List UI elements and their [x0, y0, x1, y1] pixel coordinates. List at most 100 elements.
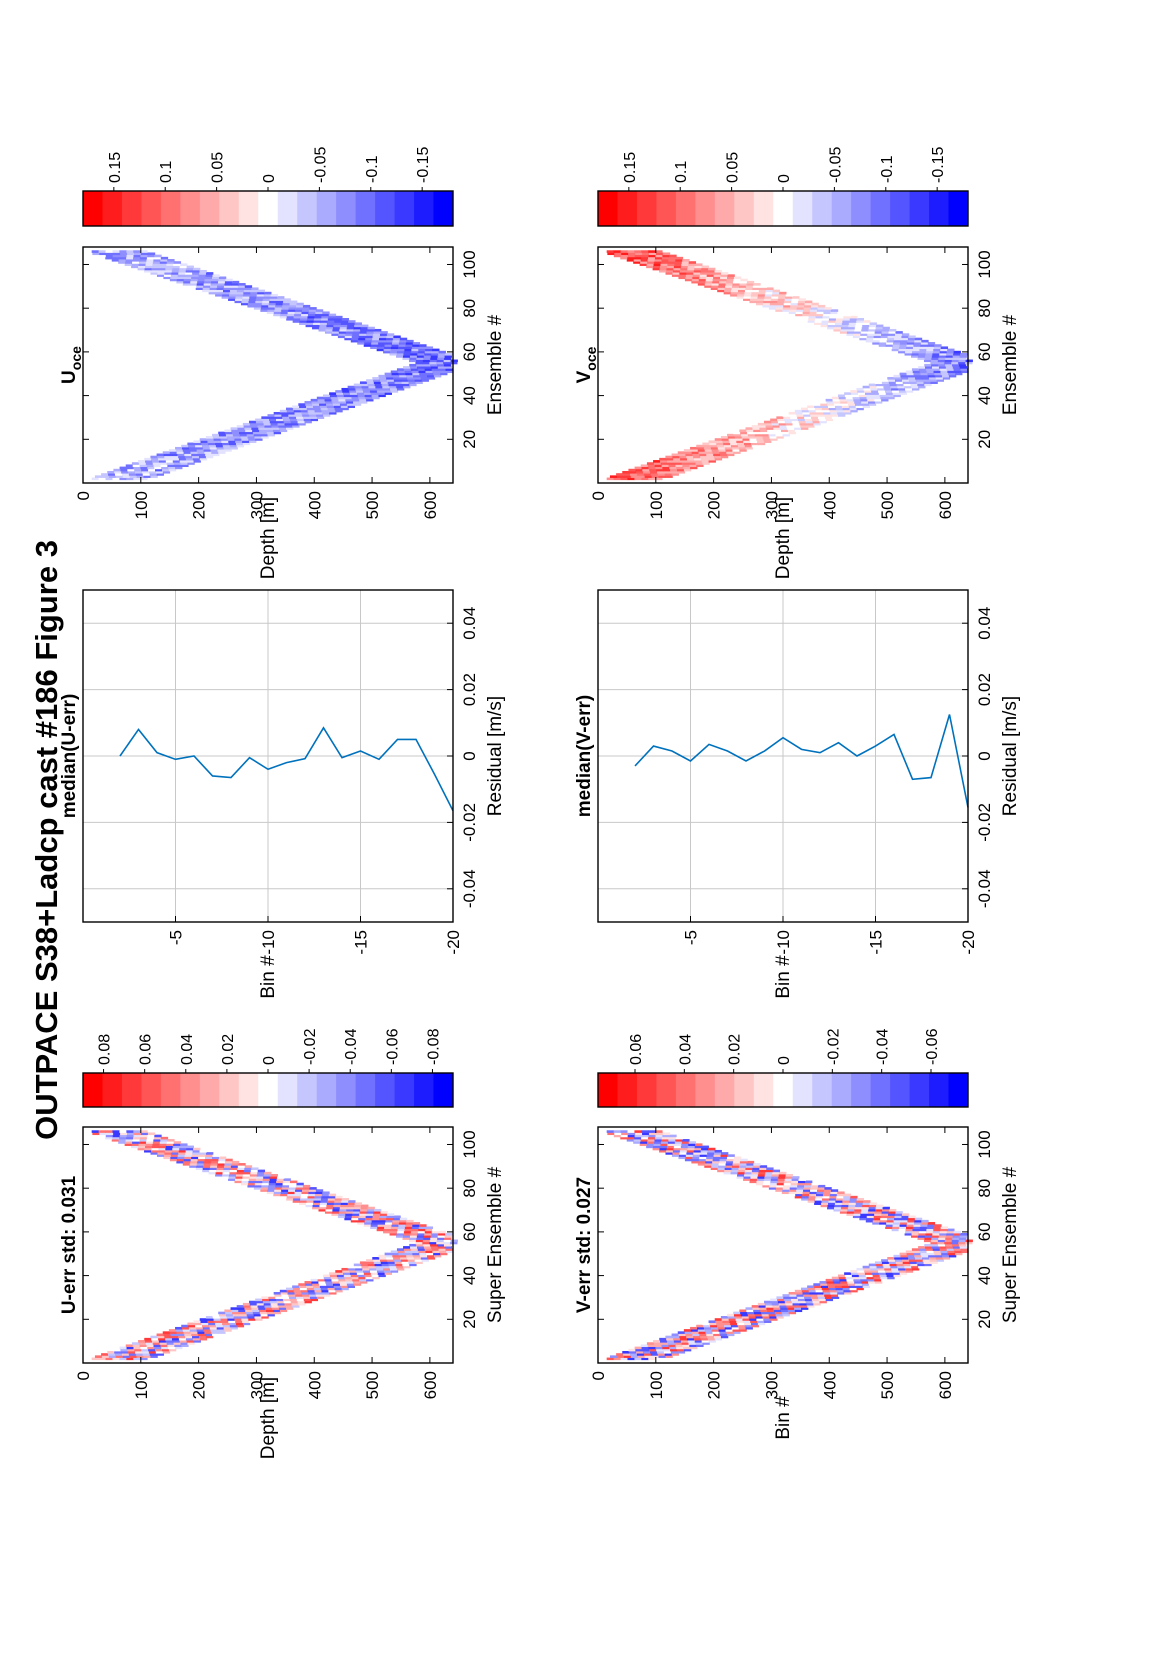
heatmap-cell [236, 444, 245, 448]
heatmap-cell [737, 1173, 745, 1177]
heatmap-cell [932, 1248, 941, 1251]
heatmap-cell [669, 1134, 677, 1138]
heatmap-cell [894, 379, 903, 382]
heatmap-cell [215, 291, 223, 295]
heatmap-cell [189, 285, 197, 288]
heatmap-cell [947, 370, 955, 374]
heatmap-cell [847, 1208, 855, 1212]
heatmap-cell [720, 274, 728, 277]
heatmap-cell [937, 1241, 945, 1245]
heatmap-cell [320, 1200, 328, 1203]
heatmap-cell [719, 278, 727, 282]
colorbar-cell [831, 1073, 852, 1107]
heatmap-cell [827, 1204, 835, 1208]
heatmap-cell [111, 259, 120, 262]
heatmap-cell [860, 1211, 869, 1214]
heatmap-cell [809, 313, 817, 317]
heatmap-cell [671, 1154, 680, 1157]
heatmap-cell [256, 1176, 264, 1179]
heatmap-cell [371, 1222, 379, 1225]
heatmap-cell [820, 403, 828, 406]
heatmap-cell [289, 1182, 297, 1186]
heatmap-cell [872, 1222, 880, 1225]
heatmap-cell [266, 431, 275, 435]
heatmap-cell [918, 1248, 927, 1251]
ensemble-tick-label: 80 [975, 299, 994, 318]
heatmap-cell [912, 1226, 921, 1230]
heatmap-cell [616, 475, 625, 478]
heatmap-cell [894, 1217, 902, 1221]
heatmap-cell [122, 475, 131, 478]
heatmap-cell [840, 1281, 848, 1284]
heatmap-cell [126, 1357, 134, 1361]
colorbar-cell [414, 1073, 435, 1107]
heatmap-cell [925, 350, 934, 354]
heatmap-cell [218, 1158, 226, 1162]
heatmap-cell [225, 433, 234, 437]
colorbar-cell [414, 191, 435, 226]
heatmap-cell [237, 1167, 245, 1171]
heatmap-cell [179, 265, 188, 269]
heatmap-cell [141, 1350, 150, 1354]
heatmap-cell [793, 1305, 801, 1308]
heatmap-cell [856, 407, 864, 411]
heatmap-cell [816, 313, 824, 317]
depth-axis-label: Depth [m] [773, 497, 794, 579]
heatmap-cell [745, 1167, 753, 1171]
heatmap-cell [326, 1283, 334, 1286]
heatmap-cell [878, 1270, 886, 1273]
heatmap-cell [672, 1335, 680, 1339]
heatmap-cell [138, 1342, 147, 1345]
heatmap-cell [769, 1316, 777, 1319]
heatmap-cell [341, 320, 349, 323]
heatmap-cell [386, 1215, 394, 1219]
heatmap-cell [171, 1337, 180, 1341]
heatmap-cell [779, 291, 787, 295]
heatmap-cell [667, 1141, 676, 1144]
heatmap-cell [814, 1287, 823, 1291]
heatmap-cell [359, 401, 368, 404]
heatmap-cell [719, 1158, 727, 1162]
heatmap-cell [704, 1329, 713, 1332]
heatmap-cell [738, 289, 746, 293]
heatmap-cell [307, 313, 316, 317]
heatmap-cell [656, 468, 664, 472]
heatmap-cell [197, 1331, 205, 1334]
heatmap-cell [664, 1353, 673, 1356]
bin-tick-label: -15 [867, 930, 886, 955]
heatmap-cell [191, 1333, 199, 1337]
heatmap-cell [184, 1333, 192, 1337]
heatmap-cell [436, 359, 445, 363]
heatmap-cell [122, 1355, 131, 1358]
heatmap-cell [128, 1350, 136, 1354]
heatmap-cell [789, 414, 797, 417]
heatmap-cell [288, 414, 296, 417]
heatmap-cell [406, 339, 414, 343]
heatmap-cell [902, 381, 911, 384]
heatmap-cell [437, 1237, 445, 1240]
heatmap-cell [260, 1189, 268, 1192]
heatmap-cell [776, 416, 784, 419]
heatmap-cell [757, 440, 765, 443]
heatmap-cell [182, 283, 191, 286]
heatmap-cell [337, 1215, 346, 1219]
heatmap-cell [396, 355, 404, 358]
heatmap-cell [217, 1165, 225, 1168]
heatmap-cell [681, 1141, 690, 1144]
heatmap-cell [847, 1281, 855, 1284]
heatmap-cell [182, 446, 190, 450]
heatmap-cell [341, 318, 350, 321]
heatmap-cell [764, 293, 773, 297]
heatmap-cell [700, 457, 709, 461]
heatmap-cell [715, 440, 723, 443]
depth-tick-label: 600 [936, 491, 955, 519]
heatmap-cell [905, 370, 914, 374]
heatmap-cell [655, 254, 663, 258]
heatmap-cell [105, 256, 113, 260]
heatmap-cell [960, 352, 968, 356]
heatmap-cell [867, 398, 875, 402]
heatmap-cell [965, 1241, 973, 1245]
heatmap-cell [823, 1189, 832, 1192]
heatmap-cell [413, 1254, 421, 1258]
heatmap-cell [121, 1353, 130, 1356]
